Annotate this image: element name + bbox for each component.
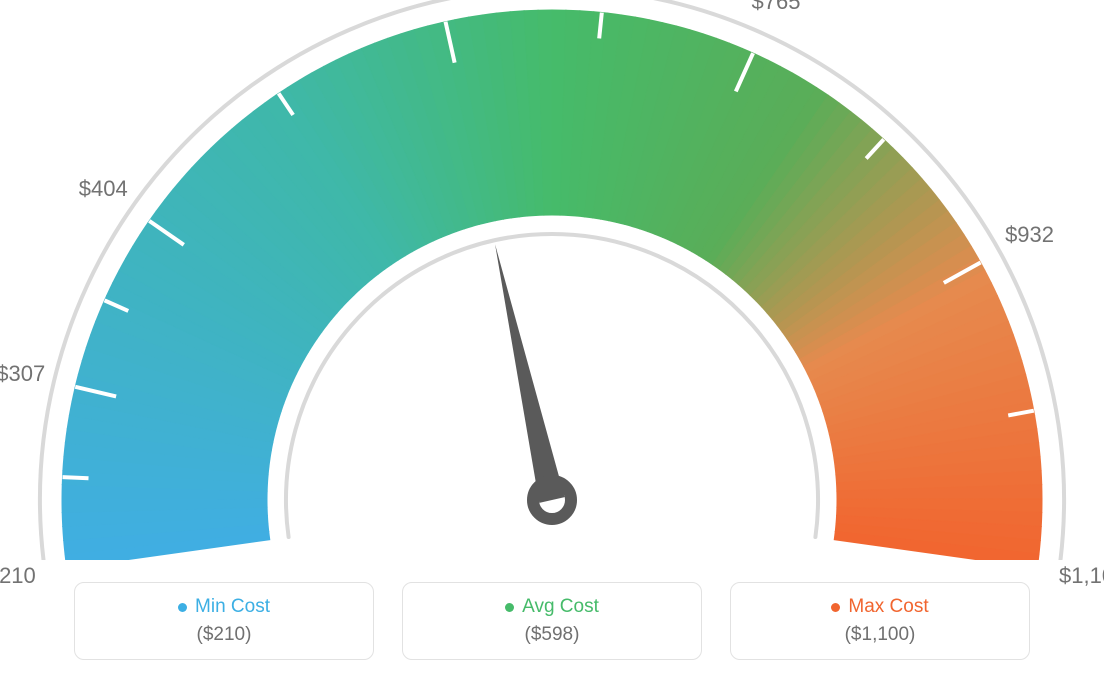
legend-card-min: Min Cost ($210) — [74, 582, 374, 660]
legend-title-max: Max Cost — [831, 596, 928, 618]
legend-row: Min Cost ($210) Avg Cost ($598) Max Cost… — [0, 582, 1104, 660]
legend-title-min: Min Cost — [178, 596, 270, 618]
legend-value-min: ($210) — [197, 624, 252, 646]
gauge-tick-label: $932 — [1005, 222, 1054, 248]
legend-title-avg: Avg Cost — [505, 596, 599, 618]
cost-gauge-chart: $210$307$404$598$765$932$1,100 — [0, 0, 1104, 560]
legend-title-text: Avg Cost — [522, 596, 599, 618]
gauge-tick-label: $765 — [752, 0, 801, 15]
gauge-tick-label: $307 — [0, 361, 45, 387]
legend-card-avg: Avg Cost ($598) — [402, 582, 702, 660]
legend-title-text: Max Cost — [848, 596, 928, 618]
legend-value-avg: ($598) — [525, 624, 580, 646]
gauge-tick-label: $404 — [79, 176, 128, 202]
dot-icon — [178, 603, 187, 612]
legend-card-max: Max Cost ($1,100) — [730, 582, 1030, 660]
gauge-svg — [0, 0, 1104, 560]
legend-title-text: Min Cost — [195, 596, 270, 618]
dot-icon — [505, 603, 514, 612]
dot-icon — [831, 603, 840, 612]
legend-value-max: ($1,100) — [845, 624, 916, 646]
